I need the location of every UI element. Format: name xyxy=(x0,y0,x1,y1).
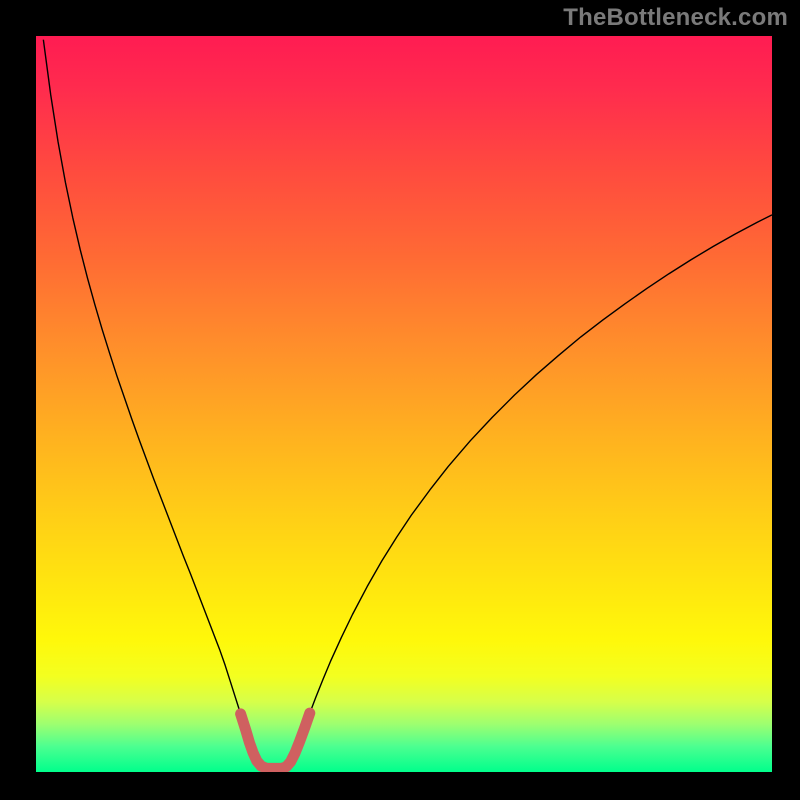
chart-frame: TheBottleneck.com xyxy=(0,0,800,800)
watermark-text: TheBottleneck.com xyxy=(563,4,788,32)
bottleneck-chart xyxy=(36,36,772,772)
plot-background xyxy=(36,36,772,772)
